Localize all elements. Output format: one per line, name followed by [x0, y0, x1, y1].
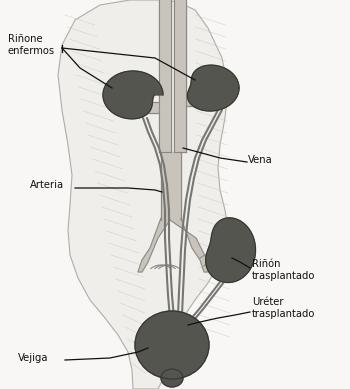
Polygon shape: [103, 71, 163, 119]
Polygon shape: [159, 0, 171, 152]
Ellipse shape: [161, 369, 183, 387]
Polygon shape: [186, 95, 218, 106]
Text: Vena: Vena: [248, 155, 273, 165]
Polygon shape: [200, 244, 232, 266]
Polygon shape: [170, 218, 208, 272]
Text: Riñón
trasplantado: Riñón trasplantado: [252, 259, 315, 281]
Text: Arteria: Arteria: [30, 180, 64, 190]
Text: Vejiga: Vejiga: [18, 353, 49, 363]
Polygon shape: [161, 152, 181, 220]
Polygon shape: [188, 65, 239, 111]
Text: Uréter
trasplantado: Uréter trasplantado: [252, 297, 315, 319]
Ellipse shape: [135, 311, 209, 379]
Polygon shape: [58, 0, 228, 389]
Text: Riñone
enfermos: Riñone enfermos: [8, 34, 55, 56]
Polygon shape: [138, 218, 170, 272]
Polygon shape: [206, 218, 256, 282]
Polygon shape: [135, 102, 159, 113]
Polygon shape: [174, 0, 186, 152]
